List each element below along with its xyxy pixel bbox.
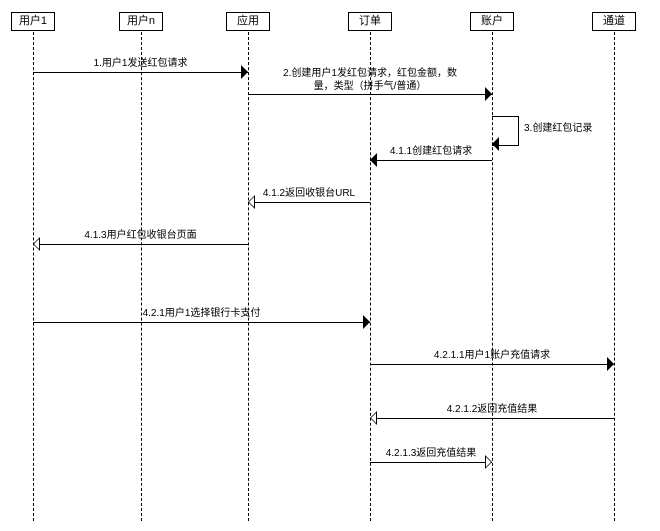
message-arrow-6 (33, 322, 370, 323)
message-label-6: 4.2.1用户1选择银行卡支付 (33, 308, 370, 321)
participant-usern: 用户n (119, 12, 163, 31)
participant-account: 账户 (470, 12, 514, 31)
message-label-9: 4.2.1.3返回充值结果 (370, 448, 492, 461)
participant-user1: 用户1 (11, 12, 55, 31)
lifeline-channel (614, 32, 615, 521)
arrow-head (492, 137, 499, 151)
participant-app: 应用 (226, 12, 270, 31)
message-arrow-9 (370, 462, 492, 463)
message-label-8: 4.2.1.2返回充值结果 (370, 404, 614, 417)
message-arrow-8 (370, 418, 614, 419)
message-arrow-3 (370, 160, 492, 161)
message-arrow-4 (248, 202, 370, 203)
lifeline-user1 (33, 32, 34, 521)
message-label-1: 2.创建用户1发红包请求，红包金额，数 量，类型（拼手气/普通） (248, 68, 492, 93)
message-arrow-5 (33, 244, 248, 245)
lifeline-account (492, 32, 493, 521)
lifeline-usern (141, 32, 142, 521)
participant-channel: 通道 (592, 12, 636, 31)
message-arrow-0 (33, 72, 248, 73)
message-label-5: 4.1.3用户红包收银台页面 (33, 230, 248, 243)
message-label-7: 4.2.1.1用户1账户充值请求 (370, 350, 614, 363)
participant-order: 订单 (348, 12, 392, 31)
sequence-diagram: 用户1 用户n 应用 订单 账户 通道 1.用户1发送红包请求2.创建用户1发红包请求，红包… (0, 0, 660, 531)
lifeline-app (248, 32, 249, 521)
message-label-2: 3.创建红包记录 (524, 123, 644, 136)
message-label-4: 4.1.2返回收银台URL (248, 188, 370, 201)
message-label-3: 4.1.1创建红包请求 (370, 146, 492, 159)
message-arrow-1 (248, 94, 492, 95)
message-arrow-7 (370, 364, 614, 365)
message-label-0: 1.用户1发送红包请求 (33, 58, 248, 71)
